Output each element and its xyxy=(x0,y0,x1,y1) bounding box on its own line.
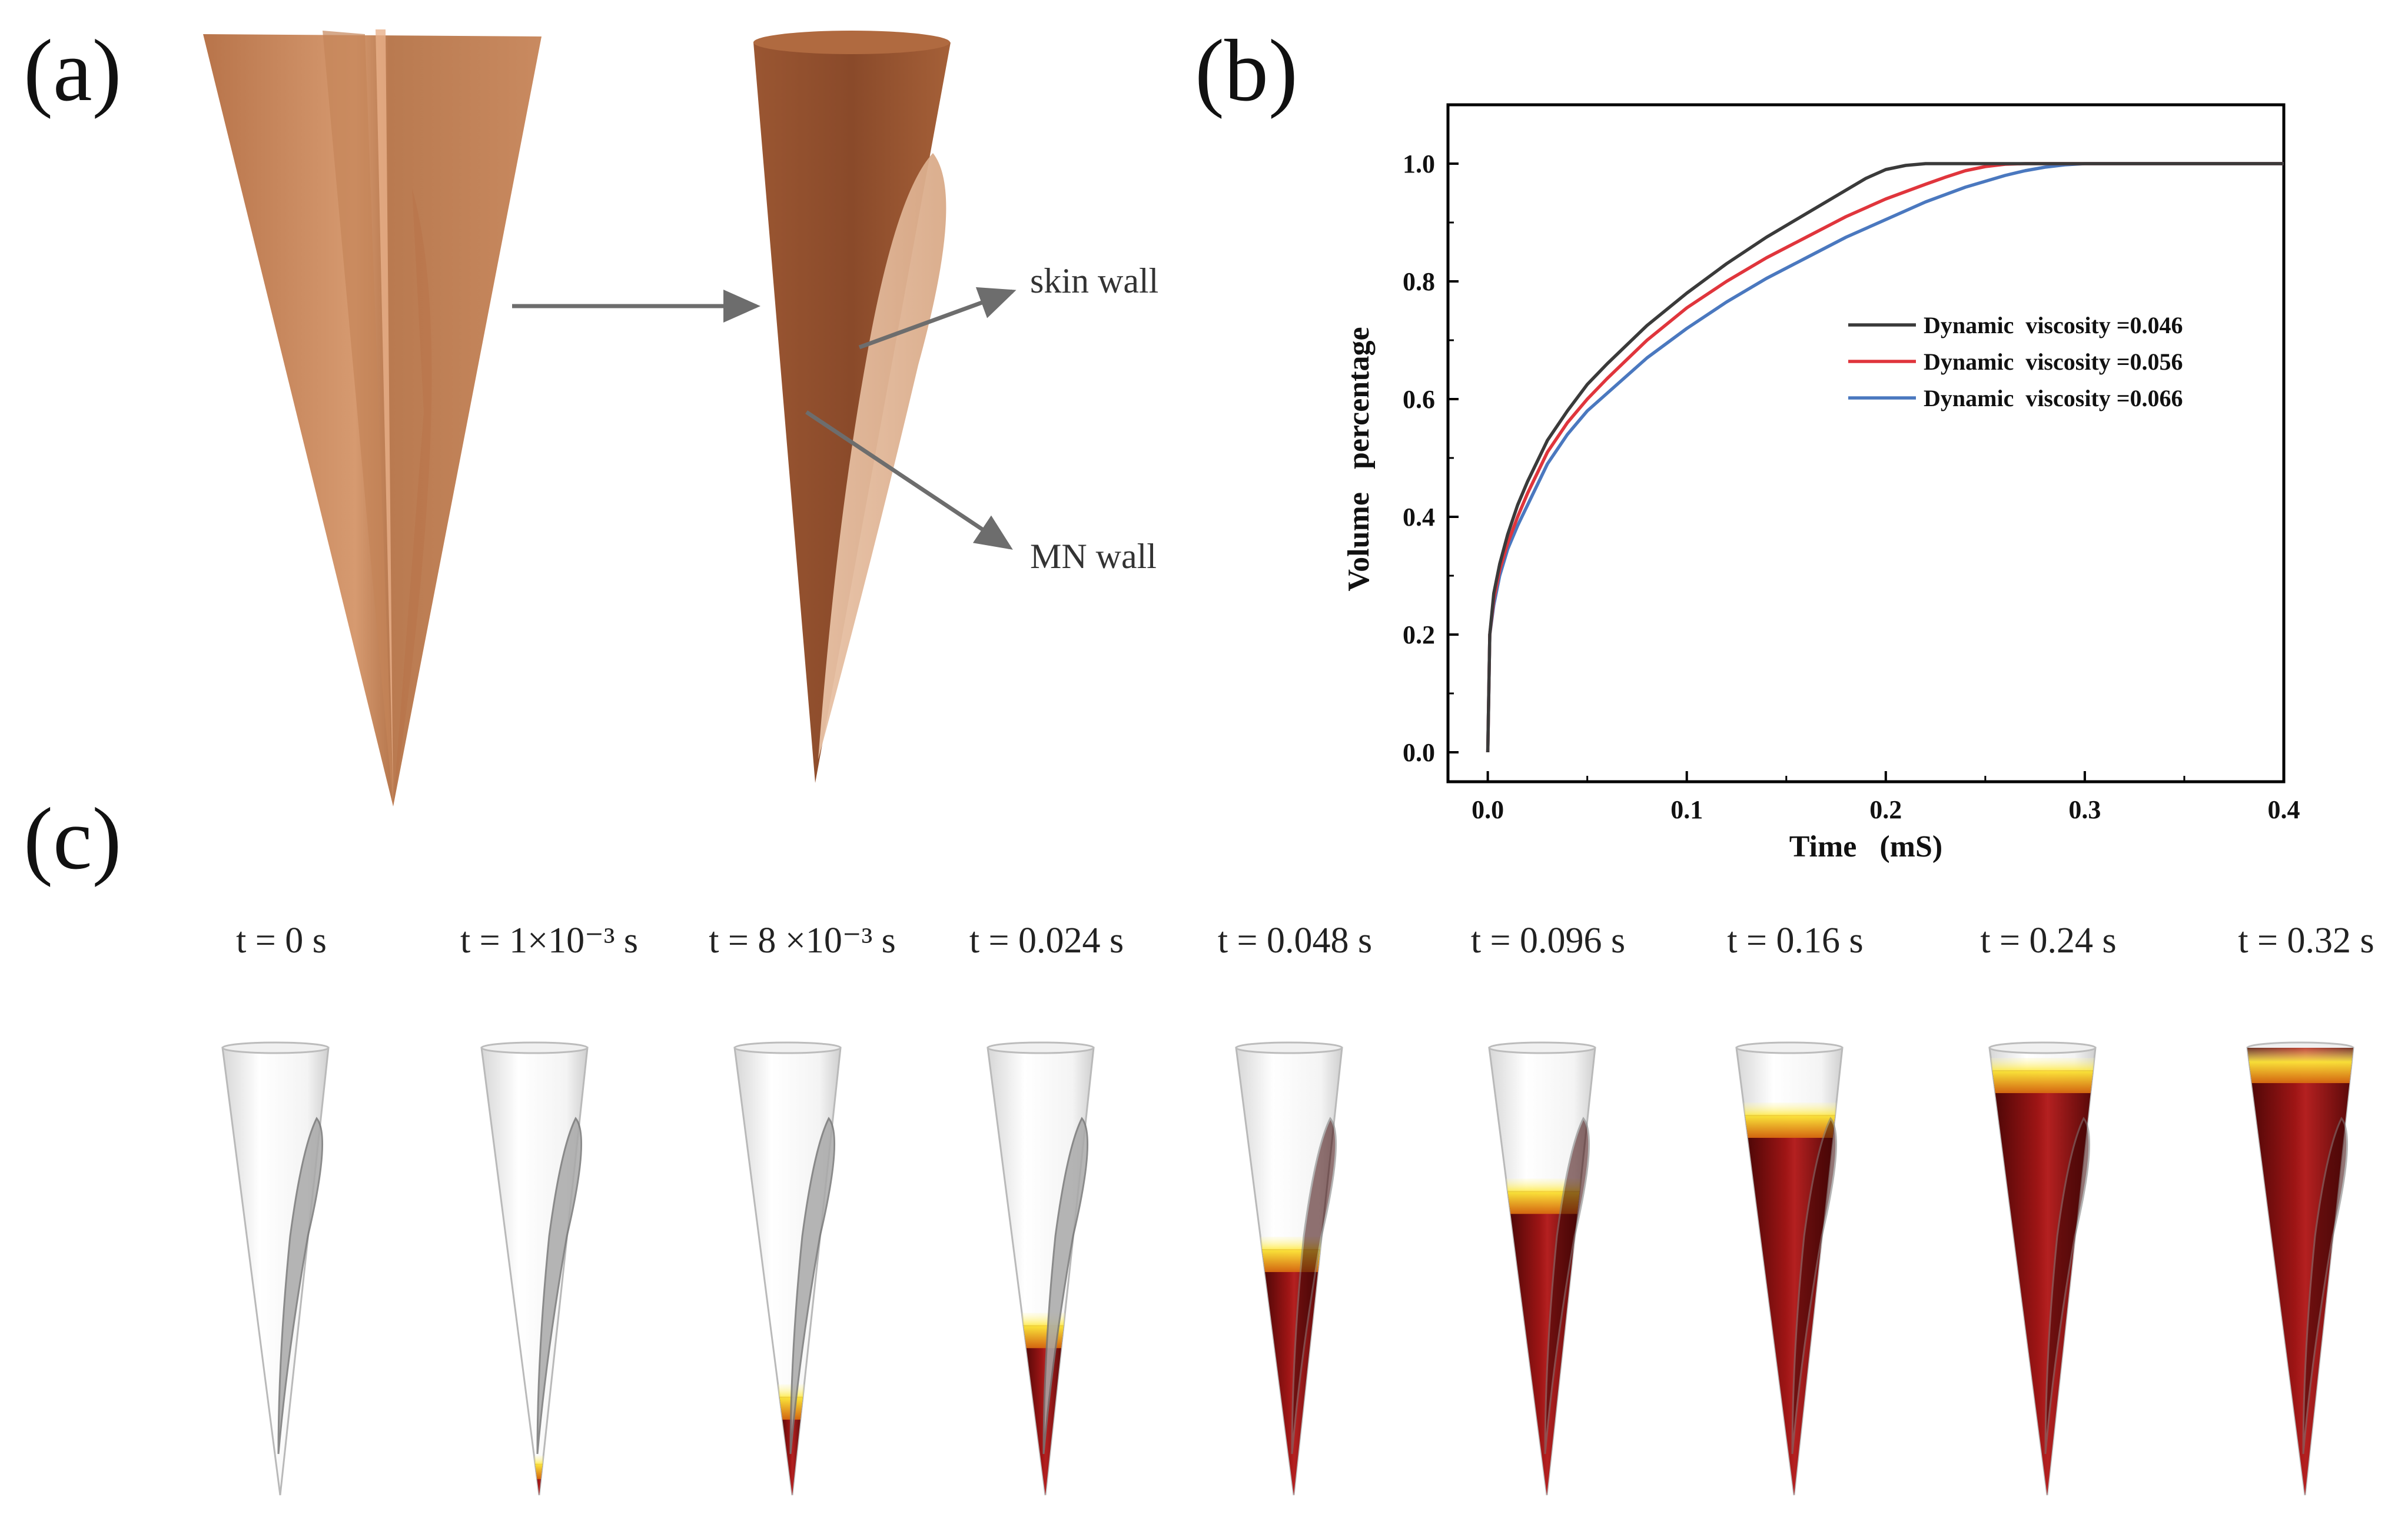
panel-b-label: (b) xyxy=(1195,22,1298,119)
frame-2: t = 1×10⁻³ s xyxy=(460,921,638,1496)
y-tick-label: 1.0 xyxy=(1403,150,1435,178)
mn-wall-arrow xyxy=(805,410,1013,550)
series-line-3 xyxy=(1486,162,2284,753)
cone-top xyxy=(1235,1041,1343,1054)
liquid-front xyxy=(2247,1048,2353,1083)
series-line-2 xyxy=(1486,162,2284,753)
frame-1: t = 0 s xyxy=(221,921,330,1496)
liquid-front xyxy=(534,1455,544,1479)
skin-wall xyxy=(789,1117,836,1455)
panel-c-label: (c) xyxy=(24,790,121,888)
skin-wall xyxy=(2302,1117,2349,1455)
mn-wall-label: MN wall xyxy=(1030,537,1157,576)
y-tick-label: 0.6 xyxy=(1403,385,1435,414)
panel-a: (a) skin wall MN wall xyxy=(24,22,1158,806)
series-layer xyxy=(1486,162,2284,753)
legend-label: Dynamic viscosity =0.066 xyxy=(1924,385,2183,411)
cone-top xyxy=(1735,1041,1844,1054)
frame-9: t = 0.32 s xyxy=(2238,921,2374,1496)
cone-top xyxy=(221,1041,330,1054)
frame-time-label: t = 0 s xyxy=(236,921,327,961)
legend-label: Dynamic viscosity =0.056 xyxy=(1924,348,2183,375)
y-axis: 0.0 0.2 0.4 0.6 0.8 1.0 xyxy=(1403,150,1459,767)
frame-8: t = 0.24 s xyxy=(1980,921,2117,1496)
x-axis: 0.0 0.1 0.2 0.3 0.4 xyxy=(1472,771,2300,824)
skin-wall xyxy=(1042,1117,1089,1455)
x-axis-title: Time (mS) xyxy=(1789,830,1942,864)
cone-body xyxy=(480,1047,589,1496)
skin-wall xyxy=(2044,1117,2091,1455)
y-tick-label: 0.8 xyxy=(1403,267,1435,296)
x-tick-label: 0.2 xyxy=(1869,795,1902,824)
legend: Dynamic viscosity =0.046 Dynamic viscosit… xyxy=(1848,312,2183,411)
skin-wall-arrow xyxy=(858,287,1017,350)
y-tick-label: 0.2 xyxy=(1403,620,1435,649)
frame-7: t = 0.16 s xyxy=(1727,921,1864,1496)
liquid-front xyxy=(1991,1058,2095,1093)
y-tick-label: 0.0 xyxy=(1403,738,1435,767)
x-tick-label: 0.1 xyxy=(1670,795,1703,824)
frame-time-label: t = 8 ×10⁻³ s xyxy=(709,921,896,961)
frame-time-label: t = 0.24 s xyxy=(1980,921,2116,961)
skin-wall xyxy=(277,1117,324,1455)
x-tick-label: 0.0 xyxy=(1472,795,1504,824)
cone-top xyxy=(987,1041,1095,1054)
cone-top xyxy=(1488,1041,1596,1054)
x-tick-label: 0.4 xyxy=(2268,795,2300,824)
y-axis-title: Volume percentage xyxy=(1342,327,1376,591)
cone-top xyxy=(480,1041,589,1054)
panel-b: (b) 0.0 0.1 0.2 0.3 0.4 0.0 0.2 0.4 0.6 0.8 1.0 D… xyxy=(1195,22,2300,864)
skin-wall xyxy=(1291,1117,1337,1455)
cone-microneedle xyxy=(753,31,951,783)
series-line-1 xyxy=(1486,162,2284,753)
frame-time-label: t = 0.048 s xyxy=(1218,921,1372,961)
skin-wall xyxy=(1544,1117,1590,1455)
y-tick-label: 0.4 xyxy=(1403,503,1435,532)
frame-time-label: t = 1×10⁻³ s xyxy=(460,921,638,961)
x-tick-label: 0.3 xyxy=(2068,795,2101,824)
skin-wall-surface xyxy=(818,153,946,759)
frame-time-label: t = 0.16 s xyxy=(1727,921,1863,961)
cone-body xyxy=(221,1047,330,1496)
liquid-fill xyxy=(2247,1048,2353,1495)
frame-4: t = 0.024 s xyxy=(969,921,1124,1496)
plot-frame xyxy=(1446,103,2286,783)
legend-label: Dynamic viscosity =0.046 xyxy=(1924,312,2183,338)
skin-wall xyxy=(536,1117,583,1455)
cone-top xyxy=(1988,1041,2097,1054)
frame-6: t = 0.096 s xyxy=(1471,921,1625,1496)
skin-wall-label: skin wall xyxy=(1030,261,1158,300)
liquid-front xyxy=(1743,1103,1836,1138)
cone-top xyxy=(733,1041,842,1054)
filling-sequence: t = 0 s t = 1×10⁻³ s t = 8 ×10⁻³ s t = 0.02… xyxy=(221,921,2374,1496)
frame-5: t = 0.048 s xyxy=(1218,921,1372,1496)
skin-wall xyxy=(1791,1117,1838,1455)
frame-time-label: t = 0.024 s xyxy=(969,921,1124,961)
panel-a-label: (a) xyxy=(24,22,121,119)
frame-3: t = 8 ×10⁻³ s xyxy=(709,921,896,1496)
frame-time-label: t = 0.32 s xyxy=(2238,921,2374,961)
star-microneedle xyxy=(203,29,542,806)
frame-time-label: t = 0.096 s xyxy=(1471,921,1625,961)
